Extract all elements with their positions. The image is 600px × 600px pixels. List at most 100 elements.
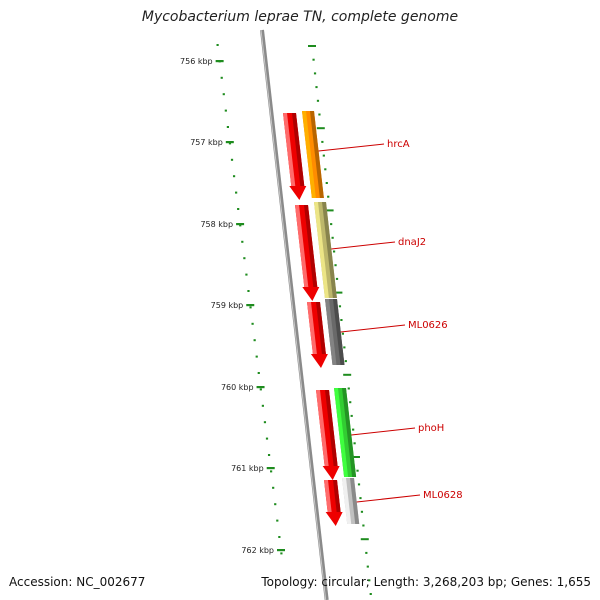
inner-track-dot bbox=[357, 483, 361, 486]
gene-highlight bbox=[283, 113, 296, 186]
ruler-dot bbox=[226, 126, 229, 128]
inner-track-dot bbox=[344, 360, 347, 363]
inner-track-dot bbox=[351, 456, 360, 458]
inner-track-dot bbox=[330, 223, 333, 226]
ruler-dot bbox=[220, 76, 223, 79]
inner-track-dots bbox=[308, 45, 372, 595]
gene-label-leader bbox=[351, 427, 416, 436]
ruler-dot bbox=[253, 339, 256, 342]
ruler-dot bbox=[265, 437, 269, 440]
gene-label[interactable]: hrcA bbox=[387, 139, 410, 150]
inner-track-dot bbox=[308, 45, 316, 47]
kbp-tick bbox=[236, 223, 245, 226]
inner-track-dot bbox=[350, 414, 353, 417]
gene-label[interactable]: ML0628 bbox=[423, 490, 463, 501]
inner-track-dot bbox=[343, 346, 346, 349]
gene-shadow bbox=[322, 202, 337, 298]
gene-label-leader bbox=[356, 494, 421, 503]
ruler-dot bbox=[276, 519, 279, 522]
inner-track-dot bbox=[347, 387, 350, 390]
kbp-tick bbox=[266, 467, 275, 470]
gene-label[interactable]: dnaJ2 bbox=[398, 237, 426, 248]
gene-hrca[interactable] bbox=[283, 111, 324, 200]
ruler-dot bbox=[280, 552, 283, 555]
gene-label[interactable]: phoH bbox=[418, 423, 444, 434]
ruler-dot bbox=[267, 454, 271, 456]
ruler-dot bbox=[255, 355, 258, 358]
gene-ml0628[interactable] bbox=[324, 478, 360, 526]
ruler-dot bbox=[228, 142, 232, 145]
inner-track-dot bbox=[368, 579, 371, 582]
ruler-dot bbox=[278, 536, 281, 538]
inner-track-dot bbox=[362, 524, 365, 527]
inner-track-dot bbox=[334, 264, 337, 267]
inner-track-dot bbox=[340, 319, 343, 321]
inner-track-dot bbox=[338, 305, 342, 308]
ruler-dot bbox=[235, 191, 238, 194]
backbone-highlight bbox=[260, 29, 327, 600]
inner-track-dot bbox=[341, 332, 344, 335]
inner-track-dot bbox=[325, 182, 328, 184]
gene-label[interactable]: ML0626 bbox=[408, 320, 448, 331]
inner-track-dot bbox=[360, 538, 369, 541]
inner-track-dot bbox=[360, 510, 364, 513]
ruler-dot bbox=[224, 109, 227, 112]
gene-labels: hrcA dnaJ2 ML0626 phoH ML0628 bbox=[318, 139, 463, 503]
inner-track-dot bbox=[313, 72, 317, 75]
ruler-dot bbox=[257, 372, 260, 374]
gene-shadow bbox=[304, 205, 318, 287]
accession-text: Accession: NC_002677 bbox=[9, 575, 146, 589]
gene-highlight bbox=[324, 480, 332, 512]
inner-track-dot bbox=[352, 428, 355, 431]
gene-dnaj2[interactable] bbox=[295, 202, 337, 301]
gene-shadow bbox=[333, 299, 345, 365]
genome-title: Mycobacterium leprae TN, complete genome bbox=[141, 9, 459, 25]
ruler-dot bbox=[230, 158, 234, 161]
inner-track-dot bbox=[315, 86, 318, 89]
gene-label-leader bbox=[331, 241, 396, 250]
gene-label-leader bbox=[318, 143, 385, 152]
kbp-tick-label: 762 kbp bbox=[241, 546, 274, 555]
gene-shadow bbox=[292, 113, 305, 186]
ruler-dot bbox=[239, 224, 242, 227]
backbone-line bbox=[260, 29, 329, 600]
kbp-tick-label: 761 kbp bbox=[231, 464, 264, 473]
inner-track-dot bbox=[316, 99, 320, 102]
gene-highlight bbox=[342, 478, 352, 524]
kbp-tick bbox=[215, 60, 224, 63]
ruler-dot bbox=[263, 421, 267, 424]
kbp-tick-label: 760 kbp bbox=[221, 383, 254, 392]
inner-track-dot bbox=[369, 593, 372, 595]
gene-ml0626[interactable] bbox=[307, 299, 345, 368]
ruler-dot bbox=[216, 44, 219, 46]
kbp-tick bbox=[225, 141, 234, 144]
inner-track-dot bbox=[353, 442, 356, 445]
gene-highlight bbox=[325, 299, 337, 365]
genome-backbone bbox=[260, 29, 329, 600]
inner-track-dot bbox=[365, 551, 368, 554]
ruler-dot bbox=[259, 388, 262, 391]
gene-shadow bbox=[316, 302, 326, 354]
ruler-dot bbox=[222, 93, 225, 96]
ruler-dot bbox=[243, 257, 246, 260]
inner-track-dot bbox=[321, 140, 324, 143]
ruler-dot bbox=[249, 306, 252, 309]
kbp-tick bbox=[256, 386, 265, 389]
gene-highlight bbox=[307, 302, 317, 354]
inner-track-dot bbox=[335, 277, 339, 280]
inner-track-dot bbox=[366, 565, 369, 568]
ruler-dot bbox=[241, 240, 244, 243]
kbp-tick-label: 756 kbp bbox=[180, 57, 213, 66]
ruler-dot bbox=[261, 404, 264, 407]
gene-shadow bbox=[325, 390, 338, 466]
inner-track-dot bbox=[322, 154, 325, 157]
gene-highlight bbox=[314, 202, 329, 298]
gene-highlight bbox=[295, 205, 309, 287]
gene-shadow bbox=[310, 111, 324, 198]
gene-highlight bbox=[334, 388, 349, 477]
gene-phoh[interactable] bbox=[316, 388, 357, 480]
kbp-tick bbox=[246, 304, 255, 307]
ruler-dot bbox=[270, 470, 273, 473]
inner-track-dot bbox=[332, 250, 336, 253]
